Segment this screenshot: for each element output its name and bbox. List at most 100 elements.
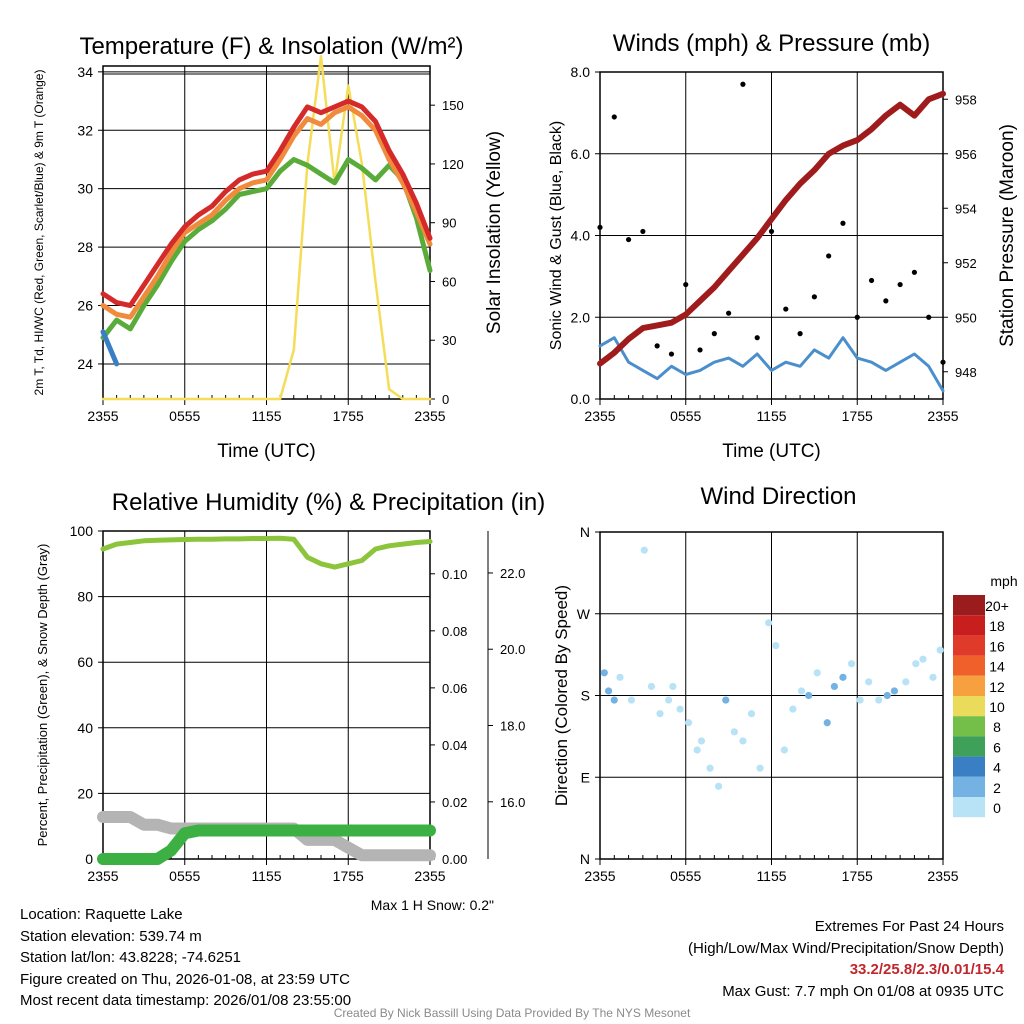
direction-point xyxy=(715,782,723,790)
direction-point xyxy=(739,737,747,745)
gust-point xyxy=(668,351,675,357)
direction-point xyxy=(890,687,899,695)
y2-tick-label: 956 xyxy=(955,147,977,162)
x-tick-label: 1755 xyxy=(842,408,873,424)
direction-point xyxy=(600,669,608,677)
y2-tick-label: 150 xyxy=(442,98,464,113)
direction-point xyxy=(902,678,910,686)
precip-line xyxy=(97,824,436,865)
x-axis-label: Time (UTC) xyxy=(722,441,821,462)
colorbar-label: 16 xyxy=(989,638,1005,654)
x-tick-label: 2355 xyxy=(414,868,445,884)
y2-tick-label: 0.02 xyxy=(442,795,467,810)
y-tick-label: 4.0 xyxy=(571,228,591,244)
y-tick-label: W xyxy=(577,606,591,622)
gust-point xyxy=(926,314,932,320)
colorbar-label: 6 xyxy=(993,739,1001,755)
y2-tick-label: 120 xyxy=(442,157,464,172)
gust-point xyxy=(868,277,875,284)
y-tick-label: E xyxy=(581,769,590,785)
colorbar-label: 4 xyxy=(993,760,1001,776)
y2-tick-label: 948 xyxy=(955,365,977,380)
gust-point xyxy=(625,236,632,243)
gust-point xyxy=(711,331,717,337)
gust-point xyxy=(683,281,689,288)
colorbar-title: mph xyxy=(990,573,1017,589)
gust-point xyxy=(697,347,703,353)
colorbar-swatch xyxy=(953,675,985,696)
gust-point xyxy=(611,114,617,120)
latest-text: Most recent data timestamp: 2026/01/08 2… xyxy=(20,992,352,1009)
credit-line: Created By Nick Bassill Using Data Provi… xyxy=(333,1006,691,1020)
x-tick-label: 1155 xyxy=(756,868,786,884)
colorbar-label: 12 xyxy=(989,679,1005,695)
colorbar-swatch xyxy=(953,615,985,636)
y3-tick-label: 18.0 xyxy=(500,719,525,734)
colorbar-swatch xyxy=(953,655,985,676)
y2-tick-label: 950 xyxy=(955,310,977,325)
gust-point xyxy=(740,81,746,87)
colorbar-swatch xyxy=(953,716,985,737)
y-tick-label: 34 xyxy=(77,64,93,80)
sonic-wind-line xyxy=(598,336,945,393)
direction-point xyxy=(772,641,780,650)
location-text: Location: Raquette Lake xyxy=(20,906,183,923)
station-info: Location: Raquette Lake Station elevatio… xyxy=(20,904,351,1012)
y-tick-label: 8.0 xyxy=(571,64,591,80)
x-tick-label: 0555 xyxy=(670,868,701,884)
y2-axis-label: Solar Insolation (Yellow) xyxy=(484,131,505,334)
direction-point xyxy=(640,546,648,554)
y-tick-label: 2.0 xyxy=(571,309,591,325)
direction-point xyxy=(722,696,730,704)
y-tick-label: 20 xyxy=(77,785,93,801)
y-tick-label: 80 xyxy=(77,589,93,605)
direction-point xyxy=(697,737,706,745)
gust-point xyxy=(640,228,646,235)
gust-point xyxy=(940,359,946,365)
direction-point xyxy=(616,673,624,681)
extremes-values: 33.2/25.8/2.3/0.01/15.4 xyxy=(849,961,1004,978)
y2-axis-label: Station Pressure (Maroon) xyxy=(997,124,1018,347)
x-tick-label: 2355 xyxy=(414,408,445,424)
y-axis-label: Percent, Precipitation (Green), & Snow D… xyxy=(35,544,50,847)
x-tick-label: 2355 xyxy=(927,868,958,884)
gust-point xyxy=(840,220,846,226)
y-tick-label: S xyxy=(581,688,590,704)
y-axis-label: 2m T, Td, HI/WC (Red, Green, Scarlet/Blu… xyxy=(32,70,46,396)
gust-point xyxy=(597,224,603,230)
latlon-text: Station lat/lon: 43.8228; -74.6251 xyxy=(20,949,242,966)
y-tick-label: N xyxy=(580,851,590,867)
y-tick-label: 6.0 xyxy=(571,146,591,162)
y2-tick-label: 30 xyxy=(442,333,456,348)
y2-tick-label: 0.10 xyxy=(442,567,467,582)
direction-point xyxy=(656,710,664,718)
extremes-legend: (High/Low/Max Wind/Precipitation/Snow De… xyxy=(688,939,1004,957)
direction-point xyxy=(610,696,618,704)
y2-tick-label: 958 xyxy=(955,92,977,107)
direction-point xyxy=(665,696,673,704)
gust-point xyxy=(854,314,860,320)
direction-point xyxy=(730,728,738,736)
gust-point xyxy=(654,343,660,349)
direction-point xyxy=(830,682,838,691)
max-gust-text: Max Gust: 7.7 mph On 01/08 at 0935 UTC xyxy=(722,982,1004,1000)
gust-point xyxy=(883,298,889,304)
x-tick-label: 2355 xyxy=(87,408,118,424)
pressure-line xyxy=(597,90,946,367)
temp-9m-line xyxy=(100,104,433,320)
colorbar-swatch xyxy=(953,595,985,616)
colorbar-label: 20+ xyxy=(985,598,1009,614)
colorbar-swatch xyxy=(953,797,985,818)
x-tick-label: 2355 xyxy=(584,868,615,884)
max-snow-note: Max 1 H Snow: 0.2" xyxy=(370,897,494,913)
direction-point xyxy=(685,719,693,727)
x-axis-label: Time (UTC) xyxy=(217,441,316,462)
y2-tick-label: 0.08 xyxy=(442,624,467,639)
direction-point xyxy=(627,696,636,704)
created-text: Figure created on Thu, 2026-01-08, at 23… xyxy=(20,970,350,988)
y2-tick-label: 60 xyxy=(442,274,456,289)
gust-point xyxy=(826,253,832,259)
x-tick-label: 1155 xyxy=(756,408,786,424)
direction-point xyxy=(604,687,613,695)
